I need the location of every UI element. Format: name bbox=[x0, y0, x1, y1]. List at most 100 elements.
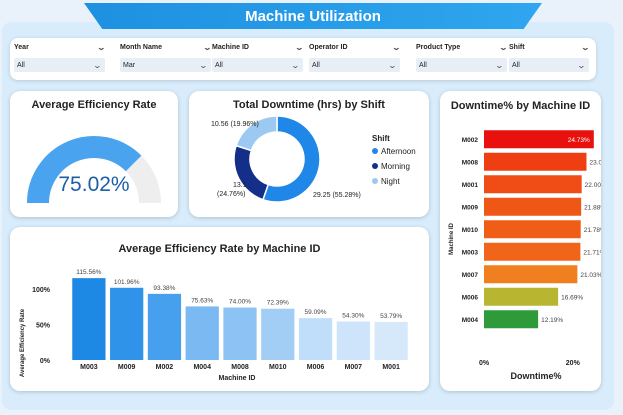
slicer-dropdown[interactable]: Mar ⌄ bbox=[120, 58, 211, 72]
slicer-product-type[interactable]: Product Type ⌄ All ⌄ bbox=[416, 42, 509, 72]
legend-marker-morning bbox=[372, 163, 378, 169]
slicer-dropdown[interactable]: All ⌄ bbox=[14, 58, 105, 72]
efficiency-bar-card[interactable]: Average Efficiency Rate by Machine ID Av… bbox=[10, 227, 429, 391]
slicer-year[interactable]: Year ⌄ All ⌄ bbox=[14, 42, 107, 72]
slicer-value: All bbox=[17, 61, 25, 69]
bar-m006[interactable] bbox=[484, 287, 559, 306]
donut-slice-afternoon[interactable] bbox=[262, 115, 321, 203]
bar-data-label: 16.69% bbox=[561, 294, 583, 301]
downtime-bar-card[interactable]: Downtime% by Machine ID Machine ID Downt… bbox=[440, 91, 601, 391]
legend-item-morning[interactable]: Morning bbox=[381, 162, 410, 171]
bar-data-label: 21.03% bbox=[580, 272, 601, 279]
slicer-label: Shift bbox=[509, 44, 525, 51]
slicer-shift[interactable]: Shift ⌄ All ⌄ bbox=[509, 42, 591, 72]
bar-m010[interactable] bbox=[484, 220, 581, 239]
bar-m003[interactable] bbox=[484, 242, 581, 261]
chevron-down-icon: ⌄ bbox=[92, 60, 103, 70]
bar-m003[interactable] bbox=[72, 278, 106, 360]
x-tick-label: M008 bbox=[231, 364, 249, 371]
y-tick-label: M006 bbox=[462, 294, 479, 301]
y-tick-label: 50% bbox=[36, 323, 51, 330]
bar-m008[interactable] bbox=[484, 152, 587, 171]
bar-m001[interactable] bbox=[374, 321, 408, 360]
chevron-down-icon[interactable]: ⌄ bbox=[391, 43, 402, 52]
slicer-dropdown[interactable]: All ⌄ bbox=[212, 58, 303, 72]
header-banner: Machine Utilization bbox=[84, 3, 542, 29]
legend-marker-afternoon bbox=[372, 148, 378, 154]
chevron-down-icon[interactable]: ⌄ bbox=[580, 43, 591, 52]
bar-data-label: 54.30% bbox=[342, 313, 364, 320]
bar-data-label: 115.56% bbox=[76, 269, 101, 276]
legend-marker-night bbox=[372, 178, 378, 184]
x-axis-title: Downtime% bbox=[510, 371, 561, 381]
slicer-dropdown[interactable]: All ⌄ bbox=[416, 58, 507, 72]
y-tick-label: M008 bbox=[462, 159, 479, 166]
bar-m002[interactable] bbox=[147, 293, 182, 360]
slicer-value: All bbox=[419, 61, 427, 69]
bar-data-label: 53.79% bbox=[380, 313, 402, 320]
x-tick-label: M002 bbox=[156, 364, 174, 371]
chevron-down-icon: ⌄ bbox=[387, 60, 398, 70]
legend-item-night[interactable]: Night bbox=[381, 177, 400, 186]
downtime-bar-svg: Machine ID Downtime% 0% 20% M002 24.73% M00… bbox=[449, 130, 601, 381]
filter-bar: Year ⌄ All ⌄ Month Name ⌄ Mar ⌄ Machine ID ⌄ … bbox=[10, 38, 596, 80]
chevron-down-icon[interactable]: ⌄ bbox=[202, 43, 213, 52]
y-tick-label: M001 bbox=[462, 182, 479, 189]
y-tick-label: 0% bbox=[40, 358, 51, 365]
bar-data-label: 93.38% bbox=[153, 285, 175, 292]
chevron-down-icon: ⌄ bbox=[198, 60, 209, 70]
gauge-value: 75.02% bbox=[58, 173, 129, 196]
bar-data-label: 75.63% bbox=[191, 297, 213, 304]
x-tick-label: M009 bbox=[118, 364, 136, 371]
bar-m008[interactable] bbox=[223, 307, 257, 360]
slice-label-morning: 13.1 bbox=[233, 182, 247, 189]
y-axis-title: Average Efficiency Rate bbox=[20, 308, 26, 377]
slicer-operator-id[interactable]: Operator ID ⌄ All ⌄ bbox=[309, 42, 402, 72]
gauge-title: Average Efficiency Rate bbox=[31, 99, 157, 111]
chevron-down-icon: ⌄ bbox=[576, 60, 587, 70]
bar-m004[interactable] bbox=[484, 310, 539, 329]
slicer-month-name[interactable]: Month Name ⌄ Mar ⌄ bbox=[120, 42, 213, 72]
bar-m006[interactable] bbox=[298, 318, 333, 360]
chevron-down-icon[interactable]: ⌄ bbox=[96, 43, 107, 52]
bar-data-label: 23.08% bbox=[589, 159, 601, 166]
bar-m007[interactable] bbox=[484, 265, 578, 284]
x-axis-title: Machine ID bbox=[219, 375, 256, 382]
slicer-label: Month Name bbox=[120, 44, 162, 51]
bar-m004[interactable] bbox=[185, 306, 219, 360]
chevron-down-icon[interactable]: ⌄ bbox=[498, 43, 509, 52]
slicer-dropdown[interactable]: All ⌄ bbox=[309, 58, 400, 72]
donut-slice-night[interactable] bbox=[235, 115, 278, 152]
slicer-value: Mar bbox=[123, 61, 136, 69]
gauge-card[interactable]: Average Efficiency Rate 75.02% bbox=[10, 91, 178, 217]
bar-m009[interactable] bbox=[110, 287, 144, 360]
bar-m002[interactable] bbox=[484, 130, 594, 149]
bar-data-label: 21.78% bbox=[584, 227, 601, 234]
slicer-machine-id[interactable]: Machine ID ⌄ All ⌄ bbox=[212, 42, 305, 72]
gauge-svg: 75.02% bbox=[27, 136, 161, 204]
bar-m009[interactable] bbox=[484, 197, 582, 216]
bar-m010[interactable] bbox=[261, 308, 295, 360]
bar-m007[interactable] bbox=[336, 321, 370, 360]
bar-data-label: 74.00% bbox=[229, 299, 251, 306]
bar-data-label: 21.88% bbox=[584, 204, 601, 211]
slicer-value: All bbox=[215, 61, 223, 69]
x-tick-label: M007 bbox=[345, 364, 363, 371]
x-tick-label: M003 bbox=[80, 364, 98, 371]
x-tick-label: 20% bbox=[566, 360, 581, 367]
y-tick-label: M002 bbox=[462, 137, 479, 144]
y-tick-label: M004 bbox=[462, 317, 479, 324]
donut-title: Total Downtime (hrs) by Shift bbox=[233, 99, 385, 111]
slicer-dropdown[interactable]: All ⌄ bbox=[509, 58, 589, 72]
y-axis-title: Machine ID bbox=[449, 223, 455, 255]
y-tick-label: 100% bbox=[32, 287, 51, 294]
legend-item-afternoon[interactable]: Afternoon bbox=[381, 147, 416, 156]
slicer-label: Product Type bbox=[416, 44, 461, 51]
y-tick-label: M003 bbox=[462, 249, 479, 256]
chevron-down-icon[interactable]: ⌄ bbox=[294, 43, 305, 52]
slicer-value: All bbox=[512, 61, 520, 69]
slicer-label: Machine ID bbox=[212, 44, 249, 51]
bar-m001[interactable] bbox=[484, 175, 582, 194]
chevron-down-icon: ⌄ bbox=[494, 60, 505, 70]
donut-card[interactable]: Total Downtime (hrs) by Shift 10.56 (19.… bbox=[189, 91, 429, 217]
